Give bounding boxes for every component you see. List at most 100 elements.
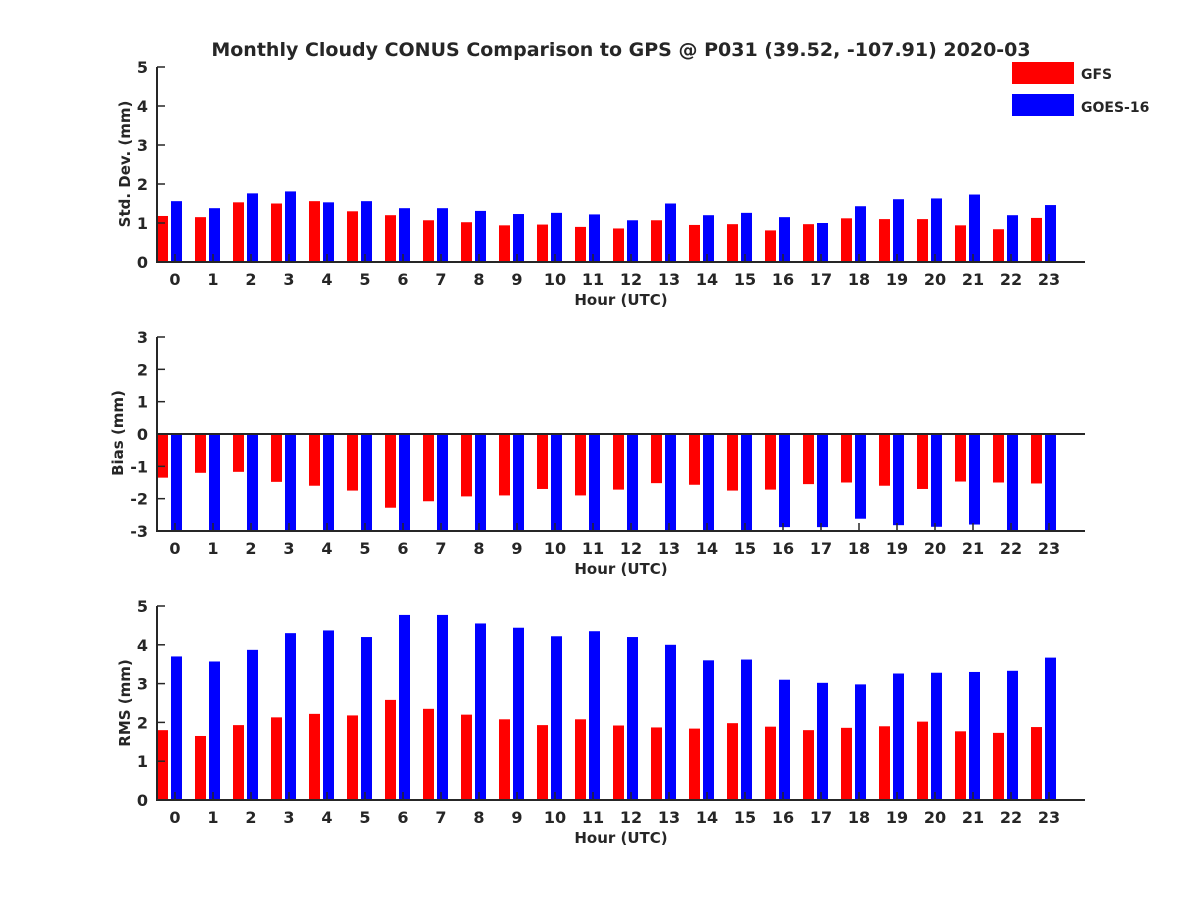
- std-dev-y-tick-label: 5: [137, 58, 148, 77]
- rms-bar-goes16-20: [931, 672, 942, 800]
- rms-bar-goes16-14: [703, 660, 714, 800]
- std-dev-bar-goes16-5: [361, 201, 372, 262]
- std-dev-y-tick-label: 0: [137, 253, 148, 272]
- rms-bar-gfs-16: [765, 726, 776, 800]
- std-dev-bar-gfs-10: [537, 224, 548, 262]
- std-dev-x-tick-label: 9: [511, 270, 522, 289]
- rms-x-axis: 0 1 2 3 4 5 6 7 8 9 10 11 12 13 14 15 16 17 18 19 20 21 22 23: [156, 792, 1085, 827]
- bias-x-tick-label: 19: [886, 539, 908, 558]
- bias-bar-goes16-6: [399, 434, 410, 531]
- rms-bar-gfs-20: [917, 721, 928, 800]
- std-dev-x-tick-label: 17: [810, 270, 832, 289]
- legend-label-gfs: GFS: [1081, 67, 1112, 83]
- std-dev-x-tick-label: 5: [359, 270, 370, 289]
- std-dev-bar-goes16-18: [855, 206, 866, 262]
- bias-x-tick-label: 9: [511, 539, 522, 558]
- std-dev-bar-goes16-9: [513, 214, 524, 262]
- std-dev-x-tick-label: 3: [283, 270, 294, 289]
- rms-x-tick-label: 10: [544, 808, 566, 827]
- bias-bar-goes16-22: [1007, 434, 1018, 531]
- std-dev-bar-goes16-15: [741, 212, 752, 262]
- bias-bar-gfs-0: [157, 434, 168, 478]
- rms-bar-goes16-19: [893, 673, 904, 800]
- rms-bar-gfs-14: [689, 728, 700, 800]
- std-dev-bar-goes16-8: [475, 210, 486, 262]
- std-dev-bar-goes16-6: [399, 208, 410, 262]
- rms-bar-goes16-22: [1007, 670, 1018, 800]
- rms-bar-gfs-17: [803, 730, 814, 800]
- std-dev-bar-gfs-5: [347, 211, 358, 262]
- bias-ylabel: Bias (mm): [109, 390, 127, 476]
- bias-y-tick-label: 3: [137, 328, 148, 347]
- rms-bar-goes16-12: [627, 637, 638, 800]
- bias-bar-goes16-4: [323, 434, 334, 531]
- rms-x-tick-label: 8: [473, 808, 484, 827]
- rms-bar-goes16-18: [855, 684, 866, 800]
- std-dev-bar-gfs-22: [993, 229, 1004, 262]
- rms-bar-gfs-13: [651, 727, 662, 800]
- std-dev-bars: [157, 191, 1056, 262]
- rms-x-tick-label: 19: [886, 808, 908, 827]
- std-dev-bar-goes16-19: [893, 199, 904, 262]
- bias-xlabel: Hour (UTC): [574, 560, 667, 578]
- rms-x-tick-label: 16: [772, 808, 794, 827]
- bias-bar-gfs-14: [689, 434, 700, 485]
- rms-bar-gfs-3: [271, 717, 282, 800]
- rms-bar-gfs-7: [423, 708, 434, 800]
- rms-bar-goes16-10: [551, 636, 562, 800]
- std-dev-bar-goes16-20: [931, 198, 942, 262]
- std-dev-bar-gfs-15: [727, 224, 738, 262]
- bias-bar-gfs-5: [347, 434, 358, 491]
- figure-title: Monthly Cloudy CONUS Comparison to GPS @…: [211, 39, 1030, 61]
- rms-bar-gfs-5: [347, 715, 358, 800]
- bias-bar-gfs-23: [1031, 434, 1042, 484]
- std-dev-x-axis: 0 1 2 3 4 5 6 7 8 9 10 11 12 13 14 15 16 17 18 19 20 21 22 23: [156, 254, 1085, 289]
- std-dev-bar-gfs-3: [271, 203, 282, 262]
- std-dev-bar-gfs-13: [651, 220, 662, 262]
- rms-bar-gfs-1: [195, 735, 206, 800]
- bias-bar-gfs-4: [309, 434, 320, 486]
- rms-bars: [157, 614, 1056, 800]
- rms-bar-goes16-4: [323, 630, 334, 800]
- rms-bar-goes16-2: [247, 649, 258, 800]
- std-dev-bar-goes16-7: [437, 208, 448, 262]
- legend-swatch-gfs: [1012, 62, 1074, 84]
- bias-x-tick-label: 17: [810, 539, 832, 558]
- legend-swatch-goes16: [1012, 94, 1074, 116]
- rms-bar-gfs-15: [727, 723, 738, 800]
- rms-x-tick-label: 6: [397, 808, 408, 827]
- bias-x-tick-label: 13: [658, 539, 680, 558]
- rms-x-tick-label: 11: [582, 808, 604, 827]
- std-dev-bar-gfs-0: [157, 215, 168, 262]
- bias-x-tick-label: 23: [1038, 539, 1060, 558]
- rms-y-tick-label: 3: [137, 675, 148, 694]
- bias-bar-gfs-20: [917, 434, 928, 489]
- std-dev-x-tick-label: 23: [1038, 270, 1060, 289]
- std-dev-x-tick-label: 13: [658, 270, 680, 289]
- std-dev-bar-goes16-4: [323, 202, 334, 262]
- rms-bar-gfs-18: [841, 727, 852, 800]
- std-dev-bar-gfs-7: [423, 220, 434, 262]
- rms-x-tick-label: 14: [696, 808, 718, 827]
- rms-bar-gfs-21: [955, 731, 966, 800]
- std-dev-x-tick-label: 19: [886, 270, 908, 289]
- bias-y-tick-label: 0: [137, 425, 148, 444]
- rms-xlabel: Hour (UTC): [574, 829, 667, 847]
- rms-x-tick-label: 18: [848, 808, 870, 827]
- rms-x-tick-label: 20: [924, 808, 946, 827]
- std-dev-bar-goes16-3: [285, 191, 296, 262]
- bias-bar-goes16-8: [475, 434, 486, 531]
- std-dev-y-axis: 0 1 2 3 4 5: [137, 58, 165, 272]
- std-dev-bar-gfs-16: [765, 230, 776, 262]
- rms-bar-goes16-8: [475, 623, 486, 800]
- std-dev-bar-goes16-1: [209, 208, 220, 262]
- rms-bar-goes16-16: [779, 679, 790, 800]
- std-dev-bar-goes16-14: [703, 215, 714, 262]
- bias-x-tick-label: 10: [544, 539, 566, 558]
- bias-bar-gfs-2: [233, 434, 244, 472]
- std-dev-x-tick-label: 4: [321, 270, 332, 289]
- bias-y-tick-label: -3: [130, 522, 148, 541]
- rms-bar-goes16-11: [589, 631, 600, 800]
- std-dev-bar-gfs-23: [1031, 217, 1042, 262]
